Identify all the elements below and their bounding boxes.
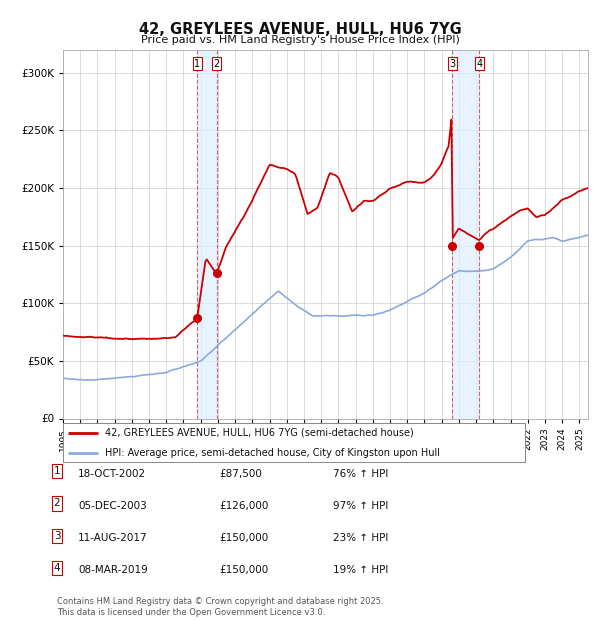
Bar xyxy=(197,50,217,419)
Bar xyxy=(452,50,479,419)
Text: 2: 2 xyxy=(53,498,61,508)
Text: 1: 1 xyxy=(194,59,200,69)
Text: Contains HM Land Registry data © Crown copyright and database right 2025.
This d: Contains HM Land Registry data © Crown c… xyxy=(57,598,383,617)
Text: 76% ↑ HPI: 76% ↑ HPI xyxy=(333,469,388,479)
Text: 97% ↑ HPI: 97% ↑ HPI xyxy=(333,501,388,511)
Text: Price paid vs. HM Land Registry's House Price Index (HPI): Price paid vs. HM Land Registry's House … xyxy=(140,35,460,45)
Text: 42, GREYLEES AVENUE, HULL, HU6 7YG (semi-detached house): 42, GREYLEES AVENUE, HULL, HU6 7YG (semi… xyxy=(104,428,413,438)
Text: £126,000: £126,000 xyxy=(219,501,268,511)
Text: 42, GREYLEES AVENUE, HULL, HU6 7YG: 42, GREYLEES AVENUE, HULL, HU6 7YG xyxy=(139,22,461,37)
Text: 4: 4 xyxy=(53,563,61,573)
Text: 19% ↑ HPI: 19% ↑ HPI xyxy=(333,565,388,575)
Text: 11-AUG-2017: 11-AUG-2017 xyxy=(78,533,148,543)
Text: 05-DEC-2003: 05-DEC-2003 xyxy=(78,501,147,511)
Text: £150,000: £150,000 xyxy=(219,565,268,575)
Text: HPI: Average price, semi-detached house, City of Kingston upon Hull: HPI: Average price, semi-detached house,… xyxy=(104,448,440,458)
Text: 23% ↑ HPI: 23% ↑ HPI xyxy=(333,533,388,543)
Text: 08-MAR-2019: 08-MAR-2019 xyxy=(78,565,148,575)
Text: £150,000: £150,000 xyxy=(219,533,268,543)
Text: 18-OCT-2002: 18-OCT-2002 xyxy=(78,469,146,479)
Text: 4: 4 xyxy=(476,59,482,69)
Text: 2: 2 xyxy=(214,59,220,69)
Text: £87,500: £87,500 xyxy=(219,469,262,479)
Text: 3: 3 xyxy=(449,59,455,69)
Text: 1: 1 xyxy=(53,466,61,476)
Text: 3: 3 xyxy=(53,531,61,541)
